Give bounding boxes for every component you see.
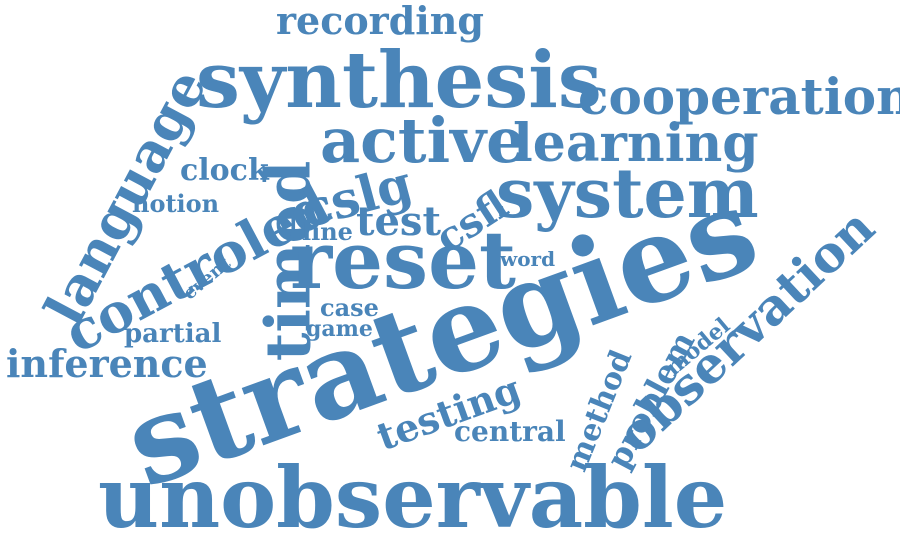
word-recording: recording (276, 0, 484, 43)
word-partial: partial (124, 319, 222, 349)
word-reset: reset (290, 213, 516, 307)
word-line: line (302, 217, 353, 246)
word-clock: clock (180, 153, 269, 188)
word-learning: learning (513, 113, 759, 174)
word-active: active (320, 104, 526, 177)
word-word: word (500, 247, 556, 271)
word-system: system (496, 154, 759, 234)
word-inference: inference (6, 341, 208, 386)
word-notion: notion (132, 189, 220, 218)
word-central: central (454, 415, 566, 448)
word-game: game (306, 316, 373, 342)
word-synthesis: synthesis (196, 35, 602, 126)
word-unobservable: unobservable (98, 448, 728, 533)
word-cooperation: cooperation (578, 67, 900, 126)
word-case: case (320, 293, 379, 322)
word-test: test (356, 198, 441, 245)
